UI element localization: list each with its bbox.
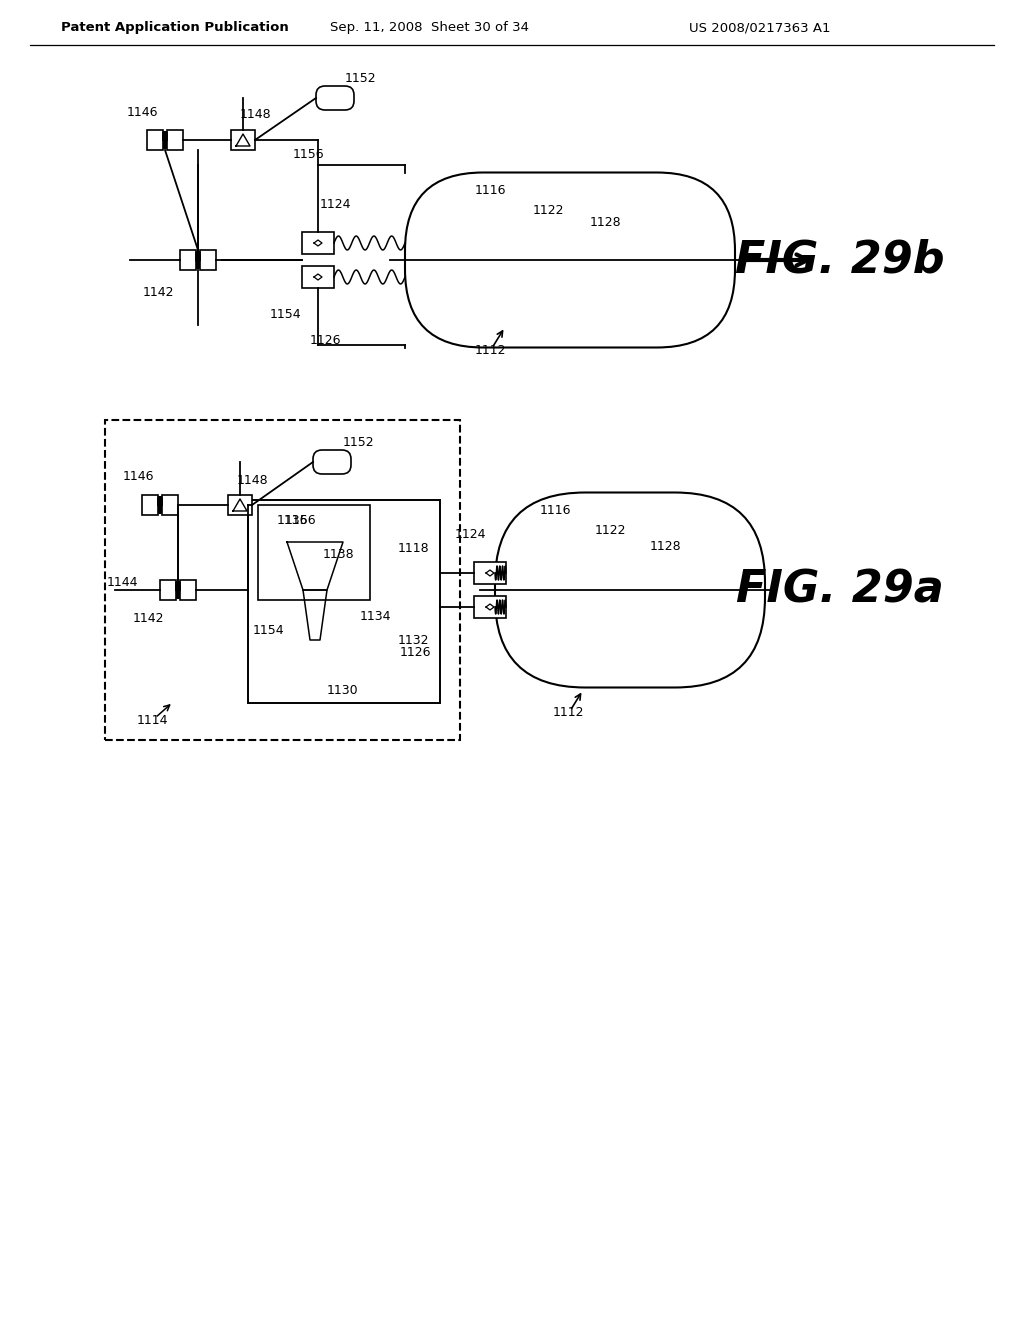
Text: Patent Application Publication: Patent Application Publication xyxy=(61,21,289,34)
Text: 1128: 1128 xyxy=(649,540,681,553)
Bar xyxy=(302,232,334,253)
Text: 1156: 1156 xyxy=(292,149,324,161)
Bar xyxy=(474,597,506,618)
Bar xyxy=(180,249,196,271)
Bar xyxy=(302,267,334,288)
Bar xyxy=(258,506,370,601)
Bar xyxy=(160,579,176,601)
Text: 1142: 1142 xyxy=(132,611,164,624)
Text: 1146: 1146 xyxy=(126,106,158,119)
Text: 1144: 1144 xyxy=(106,576,138,589)
Text: 1116: 1116 xyxy=(540,503,570,516)
Bar xyxy=(162,495,178,515)
Bar xyxy=(248,500,440,704)
Text: 1148: 1148 xyxy=(237,474,268,487)
Text: 1154: 1154 xyxy=(252,623,284,636)
Text: 1124: 1124 xyxy=(319,198,351,211)
Bar xyxy=(105,420,460,741)
Bar xyxy=(167,129,183,150)
Text: 1118: 1118 xyxy=(397,541,429,554)
FancyBboxPatch shape xyxy=(313,450,351,474)
Text: 1112: 1112 xyxy=(474,343,506,356)
Text: 1156: 1156 xyxy=(285,513,315,527)
Text: 1152: 1152 xyxy=(344,71,376,84)
Bar xyxy=(200,249,216,271)
Text: 1148: 1148 xyxy=(240,108,270,121)
FancyBboxPatch shape xyxy=(406,173,735,347)
Text: 1122: 1122 xyxy=(594,524,626,536)
Text: Sep. 11, 2008  Sheet 30 of 34: Sep. 11, 2008 Sheet 30 of 34 xyxy=(331,21,529,34)
Text: 1130: 1130 xyxy=(327,684,357,697)
Text: 1124: 1124 xyxy=(455,528,485,541)
Polygon shape xyxy=(287,543,343,590)
Text: 1154: 1154 xyxy=(269,309,301,322)
Bar xyxy=(228,495,252,515)
Bar xyxy=(231,129,255,150)
Bar xyxy=(180,579,196,601)
FancyBboxPatch shape xyxy=(316,86,354,110)
FancyBboxPatch shape xyxy=(495,492,765,688)
Text: FIG. 29b: FIG. 29b xyxy=(735,239,945,281)
Text: 1138: 1138 xyxy=(323,549,354,561)
Text: 1152: 1152 xyxy=(342,436,374,449)
Text: 1116: 1116 xyxy=(474,183,506,197)
Text: FIG. 29a: FIG. 29a xyxy=(736,569,944,611)
Text: 1122: 1122 xyxy=(532,203,564,216)
Text: 1126: 1126 xyxy=(399,647,431,660)
Text: 1114: 1114 xyxy=(136,714,168,726)
Text: US 2008/0217363 A1: US 2008/0217363 A1 xyxy=(689,21,830,34)
Text: 1146: 1146 xyxy=(122,470,154,483)
Text: 1132: 1132 xyxy=(397,634,429,647)
Text: 1134: 1134 xyxy=(359,610,391,623)
Text: 1128: 1128 xyxy=(589,216,621,230)
Text: 1142: 1142 xyxy=(142,285,174,298)
Bar xyxy=(474,562,506,583)
Bar xyxy=(142,495,158,515)
Text: 1112: 1112 xyxy=(552,706,584,719)
Bar xyxy=(147,129,163,150)
Text: 1126: 1126 xyxy=(309,334,341,346)
Text: 1136: 1136 xyxy=(276,513,308,527)
